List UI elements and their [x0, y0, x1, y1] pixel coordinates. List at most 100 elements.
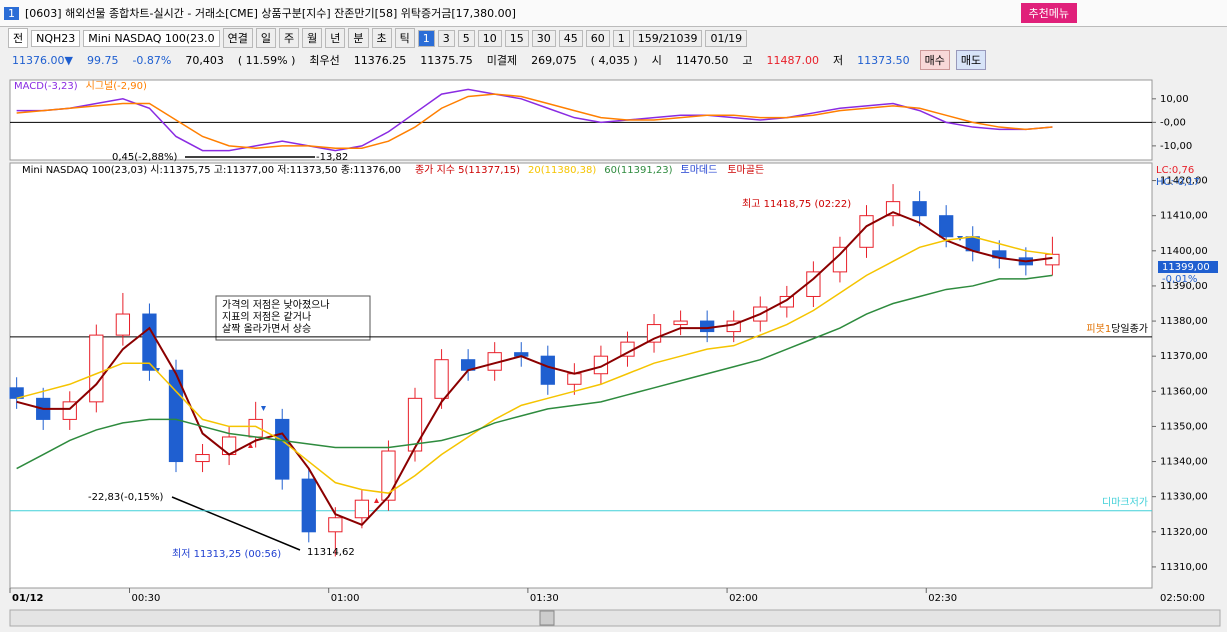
menu-button[interactable]: 추천메뉴 — [1020, 3, 1077, 23]
legend-item: 종가 지수 5(11377,15) — [415, 164, 520, 176]
candle-body — [115, 313, 131, 336]
toolbar-item[interactable]: 일 — [255, 28, 277, 48]
toolbar-item[interactable]: 5 — [457, 29, 475, 47]
candle-body — [168, 369, 184, 463]
y-tick-label: 11320,00 — [1160, 527, 1208, 538]
toolbar-item[interactable]: 전 — [8, 28, 29, 48]
x-tick-label: 01/12 — [12, 593, 44, 604]
quote-item: 269,075 — [531, 53, 577, 67]
candle-body — [301, 478, 316, 533]
candle-body — [381, 450, 396, 501]
candle-body — [9, 387, 24, 399]
candle-body — [540, 355, 555, 385]
quote-item: 미결제 — [486, 54, 518, 67]
toolbar-item[interactable]: 연결 — [222, 28, 253, 48]
candle-body — [673, 320, 688, 326]
divergence-line — [171, 496, 301, 551]
x-tick-label: 02:00 — [729, 593, 758, 604]
toolbar-item[interactable]: 10 — [477, 29, 502, 47]
toolbar-item[interactable]: 1 — [612, 29, 630, 47]
quote-item: ( 4,035 ) — [590, 53, 638, 67]
toolbar-item[interactable]: 3 — [437, 29, 455, 47]
toolbar-item[interactable]: 45 — [558, 29, 583, 47]
toolbar-item[interactable]: 15 — [504, 29, 529, 47]
legend-item: 20(11380,38) — [528, 165, 596, 176]
candle-body — [89, 334, 104, 403]
quote-item[interactable]: 매수 — [919, 50, 950, 70]
annotation: 최고 11418,75 (02:22) — [742, 198, 851, 210]
candle-body — [567, 373, 582, 385]
corner-text: HC:-0,17 — [1156, 177, 1200, 188]
y-tick-label: 11410,00 — [1160, 211, 1208, 222]
last-price: 11399,00 — [1162, 262, 1210, 273]
scrollbar[interactable] — [9, 609, 1221, 627]
legend-item: 시그널(-2,90) — [86, 80, 147, 92]
y-tick-label: -0,00 — [1160, 117, 1186, 128]
toolbar: 전 NQH23 Mini NASDAQ 100(23.0 연결 일 주 월 년 분 초 틱 1 3 5 10… — [0, 28, 1227, 48]
toolbar-item[interactable]: Mini NASDAQ 100(23.0 — [83, 29, 220, 47]
candle-body — [275, 418, 290, 480]
y-tick-label: 11330,00 — [1160, 492, 1208, 503]
last-change: -0,01% — [1162, 274, 1197, 285]
quote-item: 11487.00 — [766, 53, 819, 67]
toolbar-item[interactable]: 분 — [348, 28, 369, 48]
window-title: [0603] 해외선물 종합차트-실시간 - 거래소[CME] 상품구분[지수]… — [25, 7, 516, 20]
toolbar-item[interactable]: 30 — [531, 29, 556, 47]
corner-text: LC:0,76 — [1156, 165, 1194, 176]
quote-item: ( 11.59% ) — [237, 53, 296, 67]
signal-legend: 토마골든 — [727, 164, 764, 176]
series-line — [16, 93, 1053, 149]
y-tick-label: 11370,00 — [1160, 351, 1208, 362]
note-line: 지표의 저점은 같거나 — [222, 311, 311, 323]
info-text: Mini NASDAQ 100(23,03) 시:11375,75 고:1137… — [22, 164, 401, 176]
annotation: 0,45(-2,88%) — [112, 152, 178, 163]
toolbar-item[interactable]: 초 — [371, 28, 392, 48]
candle-body — [700, 320, 715, 333]
toolbar-item[interactable]: 틱 — [394, 28, 415, 48]
note-line: 살짝 올라가면서 상승 — [222, 323, 311, 335]
toolbar-item[interactable]: 159/21039 — [632, 29, 703, 47]
toolbar-item[interactable]: 주 — [279, 28, 300, 48]
toolbar-item[interactable]: 월 — [302, 28, 323, 48]
x-tick-label: 01:30 — [530, 593, 559, 604]
candle-body — [912, 201, 927, 217]
quote-item: 11376.25 — [353, 53, 407, 67]
y-tick-label: 11310,00 — [1160, 562, 1208, 573]
y-tick-label: 11400,00 — [1160, 246, 1208, 257]
y-tick-label: -10,00 — [1160, 141, 1192, 152]
quote-item: 11375.75 — [420, 53, 473, 67]
toolbar-item[interactable]: 1 — [417, 29, 435, 47]
quote-item: 11470.50 — [675, 53, 729, 67]
candle-body — [354, 499, 370, 519]
macd-panel — [9, 79, 1153, 161]
clock: 02:50:00 — [1160, 593, 1205, 604]
y-tick-label: 11380,00 — [1160, 316, 1208, 327]
candle-body — [1045, 253, 1060, 266]
quote-item: 99.75 — [86, 53, 119, 67]
quote-item: 11376.00▼ — [12, 53, 73, 67]
toolbar-item[interactable]: 60 — [585, 29, 610, 47]
annotation: -22,83(-0,15%) — [88, 492, 164, 503]
title-bar: 1 [0603] 해외선물 종합차트-실시간 - 거래소[CME] 상품구분[지… — [0, 0, 1227, 27]
y-tick-label: 11420,00 — [1160, 176, 1208, 187]
y-tick-label: 11340,00 — [1160, 457, 1208, 468]
series-line — [16, 211, 1053, 526]
quote-item[interactable]: 매도 — [955, 50, 987, 70]
reference-label: 피봇1 — [1086, 323, 1111, 335]
candle-body — [195, 454, 210, 463]
scroll-thumb[interactable] — [539, 610, 555, 626]
annotation: -13,82 — [316, 152, 348, 163]
quote-item: 저 — [832, 54, 844, 67]
note-box — [215, 295, 371, 341]
toolbar-item[interactable]: NQH23 — [31, 29, 81, 47]
candle-body — [885, 201, 901, 217]
toolbar-item[interactable]: 년 — [325, 28, 346, 48]
candle-body — [779, 295, 794, 308]
note-line: 가격의 저점은 낮아졌으나 — [222, 298, 330, 311]
window-number: 1 — [4, 6, 19, 20]
toolbar-item[interactable]: 01/19 — [705, 29, 748, 47]
series-line — [16, 88, 1053, 152]
candle-body — [142, 313, 157, 371]
candle-body — [328, 517, 343, 533]
